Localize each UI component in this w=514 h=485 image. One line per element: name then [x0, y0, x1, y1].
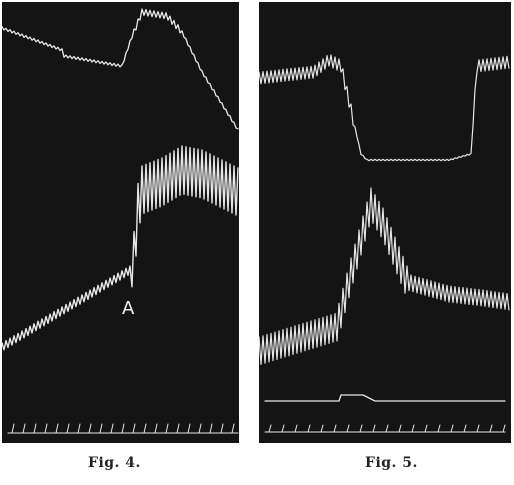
figure-4-caption: Fig. 4. [88, 455, 141, 471]
figure-5-caption: Fig. 5. [365, 455, 418, 471]
time-marker-trace [264, 424, 506, 433]
lower-trace [259, 187, 510, 365]
figure-4-traces [2, 8, 239, 434]
time-marker-trace [7, 423, 239, 434]
upper-trace [2, 8, 239, 130]
figure-5-traces [259, 54, 510, 433]
upper-trace [259, 54, 510, 162]
stimulus-signal-trace [264, 394, 506, 402]
figure-4-kymograph: A [2, 2, 239, 443]
figure-5-kymograph [259, 2, 511, 443]
lower-trace [2, 145, 239, 351]
marker-label-a: A [122, 298, 135, 319]
